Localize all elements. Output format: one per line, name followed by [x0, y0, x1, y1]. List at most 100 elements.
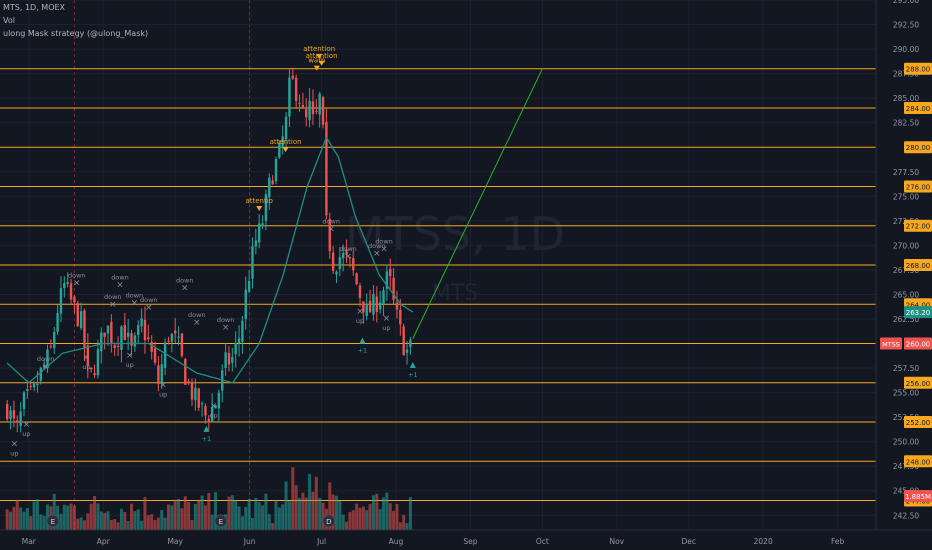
- volume-bar: [214, 492, 218, 530]
- volume-bar: [153, 520, 157, 530]
- candle-body: [298, 103, 301, 105]
- candle-body: [328, 219, 331, 252]
- price-axis[interactable]: 242.50245.00247.50250.00252.50255.00257.…: [875, 0, 932, 550]
- volume-bar: [143, 497, 147, 530]
- projection-line: [412, 68, 543, 339]
- volume-bar: [160, 510, 164, 530]
- candle-body: [271, 180, 274, 185]
- candle-body: [372, 293, 375, 315]
- volume-bar: [274, 500, 278, 530]
- volume-bar: [12, 506, 16, 530]
- volume-bar: [32, 501, 36, 530]
- volume-bar: [392, 511, 396, 530]
- chart-symbol-title[interactable]: MTS, 1D, MOEX: [3, 3, 66, 12]
- volume-bar: [46, 504, 50, 530]
- volume-bar: [341, 514, 345, 530]
- candle-body: [281, 136, 284, 147]
- candle-body: [315, 110, 318, 112]
- volume-bar: [321, 502, 325, 530]
- cross-icon: ×: [344, 252, 352, 262]
- indicator-strategy-label[interactable]: ulong Mask strategy (@ulong_Mask): [3, 29, 149, 38]
- time-axis[interactable]: Mar Apr May Jun Jul Aug Sep Oct Nov Dec 2020 Feb: [0, 529, 932, 550]
- event-badge-icon[interactable]: [322, 514, 336, 528]
- candle-body: [338, 257, 342, 270]
- candle-body: [318, 93, 321, 115]
- volume-bar: [348, 512, 352, 530]
- price-tick-label: 282.50: [893, 119, 919, 128]
- candle-body: [69, 283, 73, 300]
- candle-body: [200, 403, 204, 405]
- candle-body: [19, 411, 22, 426]
- volume-bars: [5, 467, 412, 530]
- candle-body: [190, 381, 194, 400]
- up-signal-label: up: [382, 324, 390, 332]
- candle-body: [73, 296, 76, 303]
- up-arrow-icon: [409, 362, 416, 369]
- candle-body: [59, 288, 63, 314]
- volume-bar: [240, 516, 244, 530]
- volume-bar: [116, 522, 120, 530]
- candle-body: [22, 392, 26, 410]
- watermark-sub: MTS: [432, 281, 478, 306]
- volume-bar: [264, 493, 268, 530]
- volume-bar: [328, 482, 332, 530]
- level-price-tag-label: 284.00: [906, 105, 931, 113]
- indicator-vol-label[interactable]: Vol: [3, 16, 15, 25]
- candle-body: [133, 335, 137, 347]
- cross-icon: ×: [222, 323, 230, 333]
- volume-bar: [378, 509, 382, 530]
- volume-bar: [183, 496, 187, 530]
- level-price-tag-label: 248.00: [906, 458, 931, 466]
- candle-body: [274, 159, 278, 182]
- volume-bar: [304, 497, 308, 530]
- candle-body: [53, 332, 56, 349]
- candle-body: [207, 418, 210, 422]
- candle-body: [291, 75, 294, 79]
- down-signal-label: down: [322, 218, 340, 226]
- volume-bar: [291, 467, 295, 530]
- event-badge-icon[interactable]: [46, 514, 60, 528]
- candle-body: [244, 289, 247, 319]
- candle-body: [241, 320, 244, 342]
- volume-bar: [103, 512, 107, 530]
- level-price-tag-label: 252.00: [906, 419, 931, 427]
- candle-body: [409, 339, 412, 348]
- volume-bar: [197, 500, 201, 530]
- time-tick-label: Jul: [316, 537, 326, 546]
- cross-icon: ×: [181, 284, 189, 294]
- candle-body: [227, 352, 231, 365]
- candle-body: [251, 246, 254, 279]
- candle-body: [385, 271, 389, 289]
- price-tick-label: 295.00: [893, 0, 919, 5]
- volume-bar: [398, 522, 402, 530]
- candle-body: [258, 223, 261, 243]
- volume-tag: [904, 490, 932, 502]
- volume-bar: [166, 504, 170, 530]
- candle-body: [120, 326, 123, 350]
- candle-body: [194, 387, 197, 401]
- price-tick-label: 262.50: [893, 315, 919, 324]
- level-price-tag: [904, 376, 932, 389]
- candle-body: [204, 406, 207, 416]
- level-price-tag: [904, 259, 932, 271]
- level-price-tag-label: 280.00: [906, 144, 931, 152]
- event-badge-icon[interactable]: [214, 514, 228, 528]
- time-tick-label: May: [167, 537, 183, 546]
- volume-bar: [402, 514, 406, 530]
- candle-body: [378, 302, 382, 310]
- volume-bar: [22, 511, 26, 530]
- cross-icon: ×: [210, 401, 218, 411]
- candles: [6, 67, 412, 433]
- candle-body: [110, 321, 113, 344]
- down-signal-label: down: [68, 272, 86, 280]
- up-signal-label: up: [22, 430, 30, 438]
- projection-line-segment: [412, 68, 543, 339]
- volume-bar: [294, 485, 298, 530]
- candle-body: [36, 383, 39, 385]
- up-signal-label: up: [10, 450, 18, 458]
- level-price-tag-label: 268.00: [906, 262, 931, 270]
- candle-body: [348, 257, 352, 259]
- event-badge-label: E: [219, 518, 223, 526]
- down-signal-label: down: [111, 274, 129, 282]
